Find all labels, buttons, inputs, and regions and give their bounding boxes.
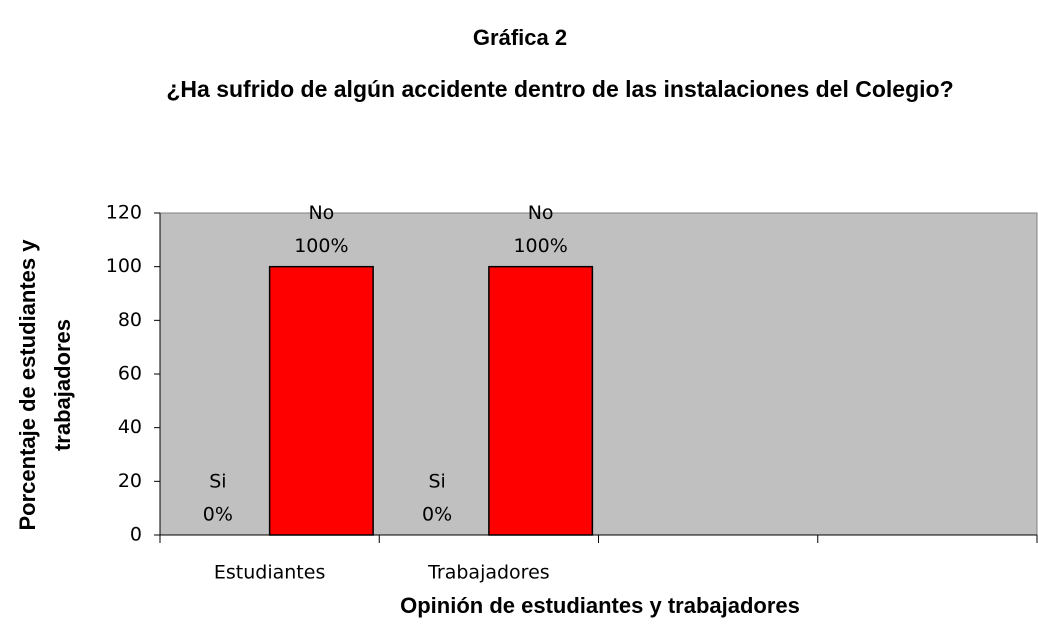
bar <box>268 265 374 536</box>
data-label: 100% <box>513 235 567 257</box>
y-tick-label: 20 <box>118 470 142 492</box>
x-axis-label: Opinión de estudiantes y trabajadores <box>400 593 800 618</box>
y-tick-label: 60 <box>118 363 142 385</box>
data-label-series: Si <box>209 471 226 493</box>
data-label: 0% <box>203 504 233 526</box>
data-label-series: No <box>308 202 334 224</box>
x-tick-label: Trabajadores <box>427 562 550 584</box>
data-label: 0% <box>422 504 452 526</box>
x-tick-label: Estudiantes <box>214 562 325 584</box>
y-tick-label: 0 <box>130 524 142 546</box>
data-label: 100% <box>294 235 348 257</box>
y-tick-label: 120 <box>106 202 142 224</box>
y-tick-label: 80 <box>118 309 142 331</box>
data-label-series: No <box>528 202 554 224</box>
chart-subtitle: ¿Ha sufrido de algún accidente dentro de… <box>166 76 954 102</box>
data-label-series: Si <box>428 471 445 493</box>
chart-title: Gráfica 2 <box>472 25 568 50</box>
y-tick-label: 100 <box>106 255 142 277</box>
y-tick-label: 40 <box>118 416 142 438</box>
bar <box>488 265 594 536</box>
